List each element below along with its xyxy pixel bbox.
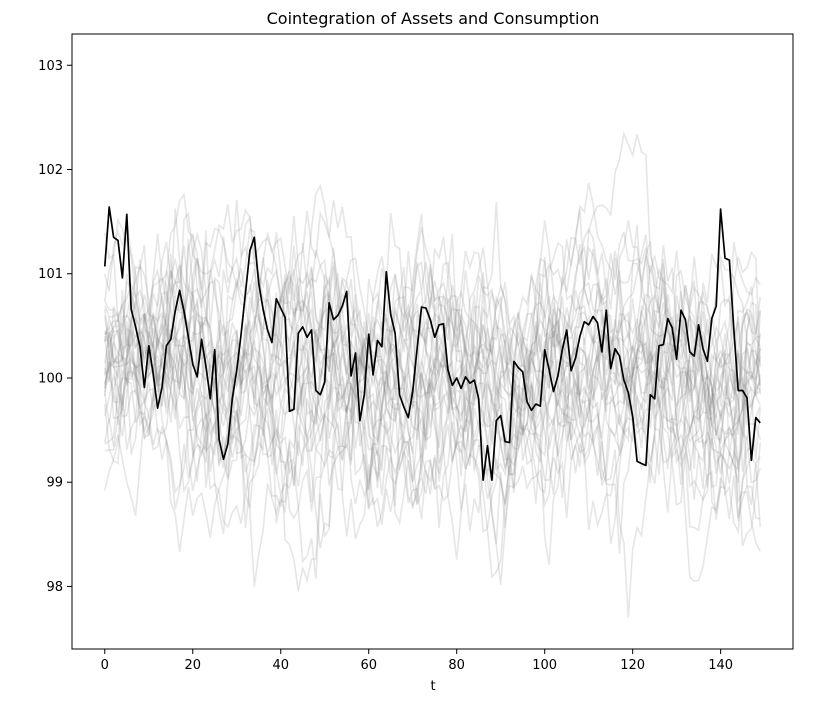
background-series-line: [104, 200, 761, 484]
background-series-line: [104, 217, 761, 529]
y-tick-label: 100: [38, 371, 63, 386]
x-tick-label: 60: [360, 658, 377, 673]
background-series-line: [104, 212, 761, 508]
background-series-line: [104, 230, 761, 491]
x-tick-label: 140: [708, 658, 733, 673]
x-axis-label: t: [430, 679, 435, 694]
y-tick-label: 102: [38, 163, 63, 178]
background-series-line: [104, 183, 761, 552]
background-series-line: [104, 227, 761, 592]
background-series-line: [104, 224, 761, 526]
background-series-line: [104, 231, 761, 549]
x-tick-label: 80: [448, 658, 465, 673]
chart-title: Cointegration of Assets and Consumption: [267, 9, 600, 28]
plot-frame: [71, 33, 794, 650]
background-series-line: [104, 244, 761, 560]
y-tick-label: 98: [46, 580, 63, 595]
background-series-line: [104, 201, 761, 553]
x-tick-label: 20: [184, 658, 201, 673]
y-axis: 98 99 100 101 102 103: [38, 59, 72, 595]
background-series-line: [104, 293, 761, 579]
background-series-line: [104, 216, 761, 585]
background-series-line: [104, 250, 761, 520]
x-tick-label: 0: [101, 658, 109, 673]
background-series-line: [104, 251, 761, 587]
y-tick-label: 101: [38, 267, 63, 282]
background-series-line: [104, 266, 761, 544]
x-tick-label: 40: [272, 658, 289, 673]
y-tick-label: 103: [38, 59, 63, 74]
background-series-line: [104, 308, 761, 579]
background-series-line: [104, 227, 761, 484]
series-layer: [103, 130, 761, 618]
x-axis: 0 20 40 60 80 100 120 140: [101, 649, 733, 673]
x-tick-label: 100: [532, 658, 557, 673]
background-series-line: [104, 250, 761, 455]
highlight-series-line: [103, 206, 761, 481]
y-tick-label: 99: [46, 476, 63, 491]
background-series-line: [104, 204, 761, 510]
background-series-line: [104, 247, 761, 618]
background-series-line: [104, 236, 761, 486]
background-series-line: [104, 208, 761, 513]
background-series-line: [104, 298, 761, 531]
x-tick-label: 120: [620, 658, 645, 673]
